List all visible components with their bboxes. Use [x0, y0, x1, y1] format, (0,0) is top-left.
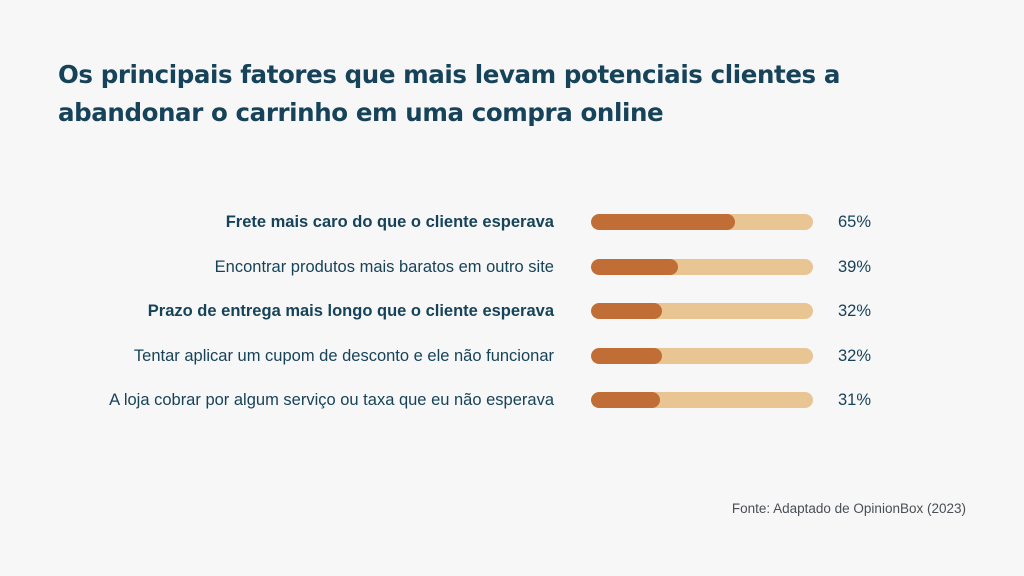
bar-row: Frete mais caro do que o cliente esperav…	[0, 207, 1024, 237]
bar-row: Prazo de entrega mais longo que o client…	[0, 296, 1024, 326]
bar-fill	[591, 303, 663, 319]
bar-fill	[591, 214, 736, 230]
bar-track	[591, 303, 813, 319]
category-label: Frete mais caro do que o cliente esperav…	[225, 213, 554, 231]
category-label: Tentar aplicar um cupom de desconto e el…	[133, 346, 554, 365]
bar-track	[591, 392, 813, 408]
bar-row: A loja cobrar por algum serviço ou taxa …	[0, 385, 1024, 415]
chart-title: Os principais fatores que mais levam pot…	[58, 60, 840, 127]
category-label: A loja cobrar por algum serviço ou taxa …	[109, 391, 554, 409]
value-label: 39%	[838, 257, 872, 276]
bar-row: Tentar aplicar um cupom de desconto e el…	[0, 341, 1024, 371]
bar-fill	[591, 347, 663, 364]
value-label: 65%	[838, 213, 872, 231]
bar-fill	[591, 392, 660, 408]
bar-track	[591, 214, 813, 230]
bar-fill	[591, 258, 678, 275]
source-note: Fonte: Adaptado de OpinionBox (2023)	[731, 501, 966, 516]
value-label: 32%	[838, 346, 872, 365]
category-label: Prazo de entrega mais longo que o client…	[147, 302, 554, 320]
value-label: 32%	[838, 302, 872, 320]
value-label: 31%	[838, 391, 872, 409]
bar-row: Encontrar produtos mais baratos em outro…	[0, 252, 1024, 282]
category-label: Encontrar produtos mais baratos em outro…	[214, 257, 554, 276]
bar-track	[591, 347, 813, 364]
bar-track	[591, 258, 813, 275]
